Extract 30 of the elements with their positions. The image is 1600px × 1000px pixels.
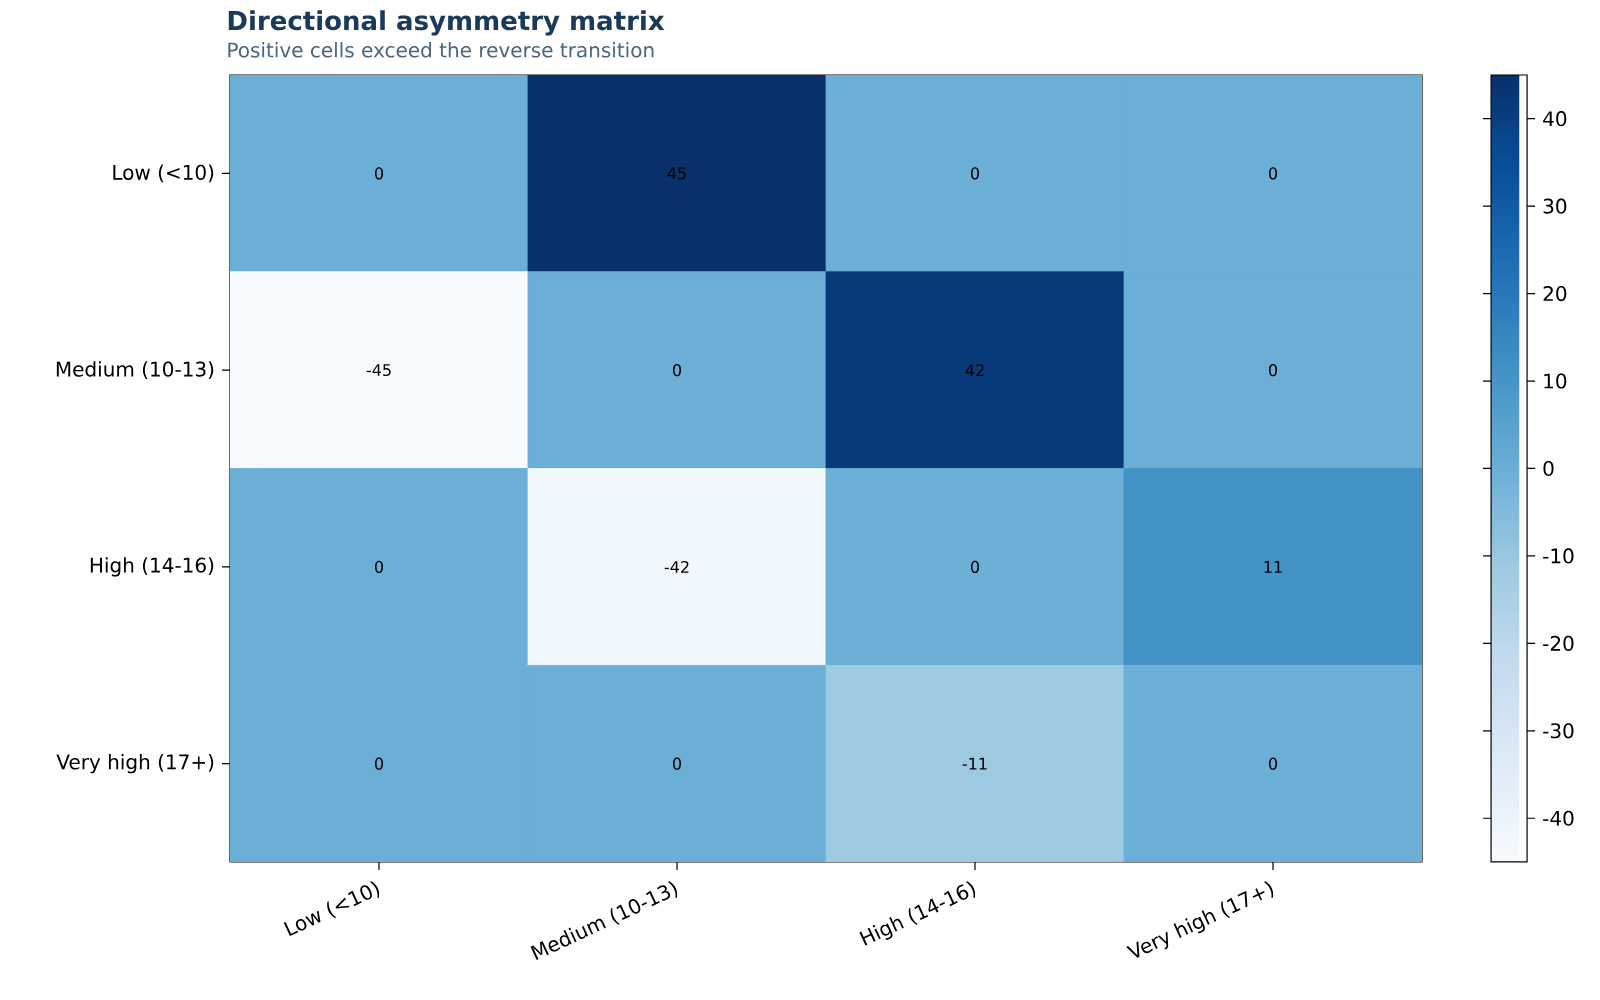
chart-title: Directional asymmetry matrix — [228, 10, 665, 36]
y-tick-label: Medium (10-13) — [56, 361, 214, 380]
data-label: 0 — [672, 364, 682, 377]
data-label: 0 — [1268, 757, 1278, 770]
data-label: 0 — [970, 560, 980, 573]
y-tick-label: Very high (17+) — [56, 753, 214, 774]
data-label: 42 — [965, 364, 984, 377]
data-label: -42 — [664, 560, 689, 573]
data-label: 0 — [374, 560, 384, 573]
y-tick-label: High (14-16) — [90, 557, 214, 577]
data-label: -11 — [962, 757, 987, 770]
color-bar-label: 0 — [1543, 460, 1554, 477]
color-bar-label: -30 — [1543, 723, 1574, 739]
color-bar-label: 40 — [1543, 111, 1567, 127]
color-bar-label: 30 — [1543, 198, 1567, 214]
data-label: -45 — [366, 364, 391, 377]
color-bar-label: -20 — [1543, 635, 1574, 651]
data-label: 0 — [374, 757, 384, 770]
color-bar-label: -10 — [1543, 548, 1574, 564]
color-bar-label: 10 — [1544, 373, 1567, 389]
data-label: 0 — [1268, 167, 1278, 180]
data-label: 11 — [1264, 561, 1282, 573]
data-label: 45 — [667, 167, 686, 180]
data-label: 0 — [374, 167, 384, 180]
data-label: 0 — [970, 167, 980, 180]
y-tick-label: Low (<10) — [113, 164, 214, 183]
color-bar-label: -40 — [1543, 810, 1574, 826]
data-label: 0 — [1268, 364, 1278, 377]
chart-subtitle: Positive cells exceed the reverse transition — [228, 42, 654, 58]
color-bar-label: 20 — [1543, 286, 1567, 302]
